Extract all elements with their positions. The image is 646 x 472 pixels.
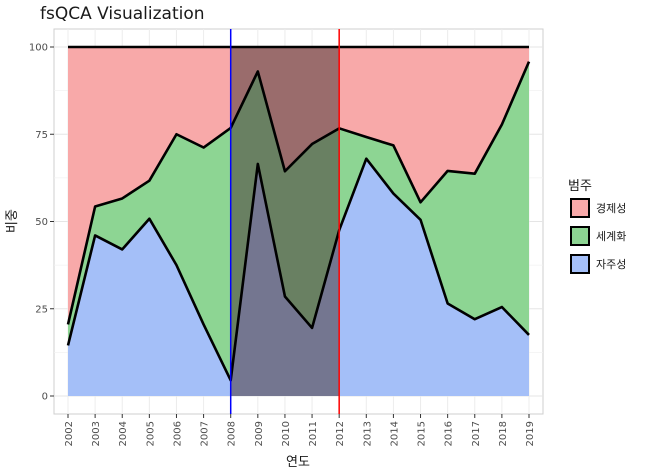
x-tick-label: 2007 — [200, 421, 211, 446]
x-tick-label: 2019 — [525, 421, 536, 446]
x-tick-label: 2012 — [335, 421, 346, 446]
y-tick-label: 100 — [29, 43, 48, 54]
x-tick-label: 2006 — [172, 421, 183, 446]
x-tick-label: 2015 — [417, 421, 428, 446]
legend-label: 자주성 — [596, 258, 626, 271]
y-tick-label: 25 — [35, 304, 48, 315]
x-tick-label: 2004 — [118, 421, 129, 446]
y-tick-label: 75 — [35, 130, 48, 141]
x-tick-label: 2016 — [444, 421, 455, 446]
series-line-세계화 — [66, 61, 531, 325]
chart-title: fsQCA Visualization — [40, 4, 205, 24]
reference-lines — [229, 29, 340, 414]
area-자주성 — [68, 158, 529, 396]
y-tick-label: 50 — [35, 217, 48, 228]
shaded-period-rect — [230, 47, 340, 396]
legend-title: 범주 — [568, 179, 592, 194]
area-경제성 — [68, 47, 529, 325]
x-tick-label: 2009 — [254, 421, 265, 446]
legend-label: 경제성 — [596, 202, 626, 215]
x-tick-label: 2005 — [145, 421, 156, 446]
legend-key — [570, 226, 590, 246]
x-tick-label: 2014 — [389, 421, 400, 446]
x-tick-label: 2017 — [471, 421, 482, 446]
x-axis-ticks: 2002 2003 2004 2005 2006 2007 2008 2009 2010 2011… — [64, 414, 536, 446]
x-tick-label: 2018 — [498, 421, 509, 446]
series-line-자주성 — [66, 157, 530, 382]
x-tick-label: 2013 — [362, 421, 373, 446]
legend-key — [570, 198, 590, 218]
x-tick-label: 2011 — [308, 421, 319, 446]
legend-key — [570, 254, 590, 274]
x-tick-label: 2010 — [281, 421, 292, 446]
x-tick-label: 2002 — [64, 421, 75, 446]
shaded-period — [230, 47, 340, 396]
y-axis-ticks: 0 25 50 75 100 — [29, 43, 54, 403]
y-tick-label: 0 — [42, 392, 48, 403]
boundary-lines — [66, 45, 531, 382]
legend-label: 세계화 — [596, 230, 626, 243]
x-axis-title: 연도 — [286, 455, 310, 470]
x-tick-label: 2003 — [91, 421, 102, 446]
x-tick-label: 2008 — [227, 421, 238, 446]
y-axis-title: 비중 — [5, 209, 20, 233]
